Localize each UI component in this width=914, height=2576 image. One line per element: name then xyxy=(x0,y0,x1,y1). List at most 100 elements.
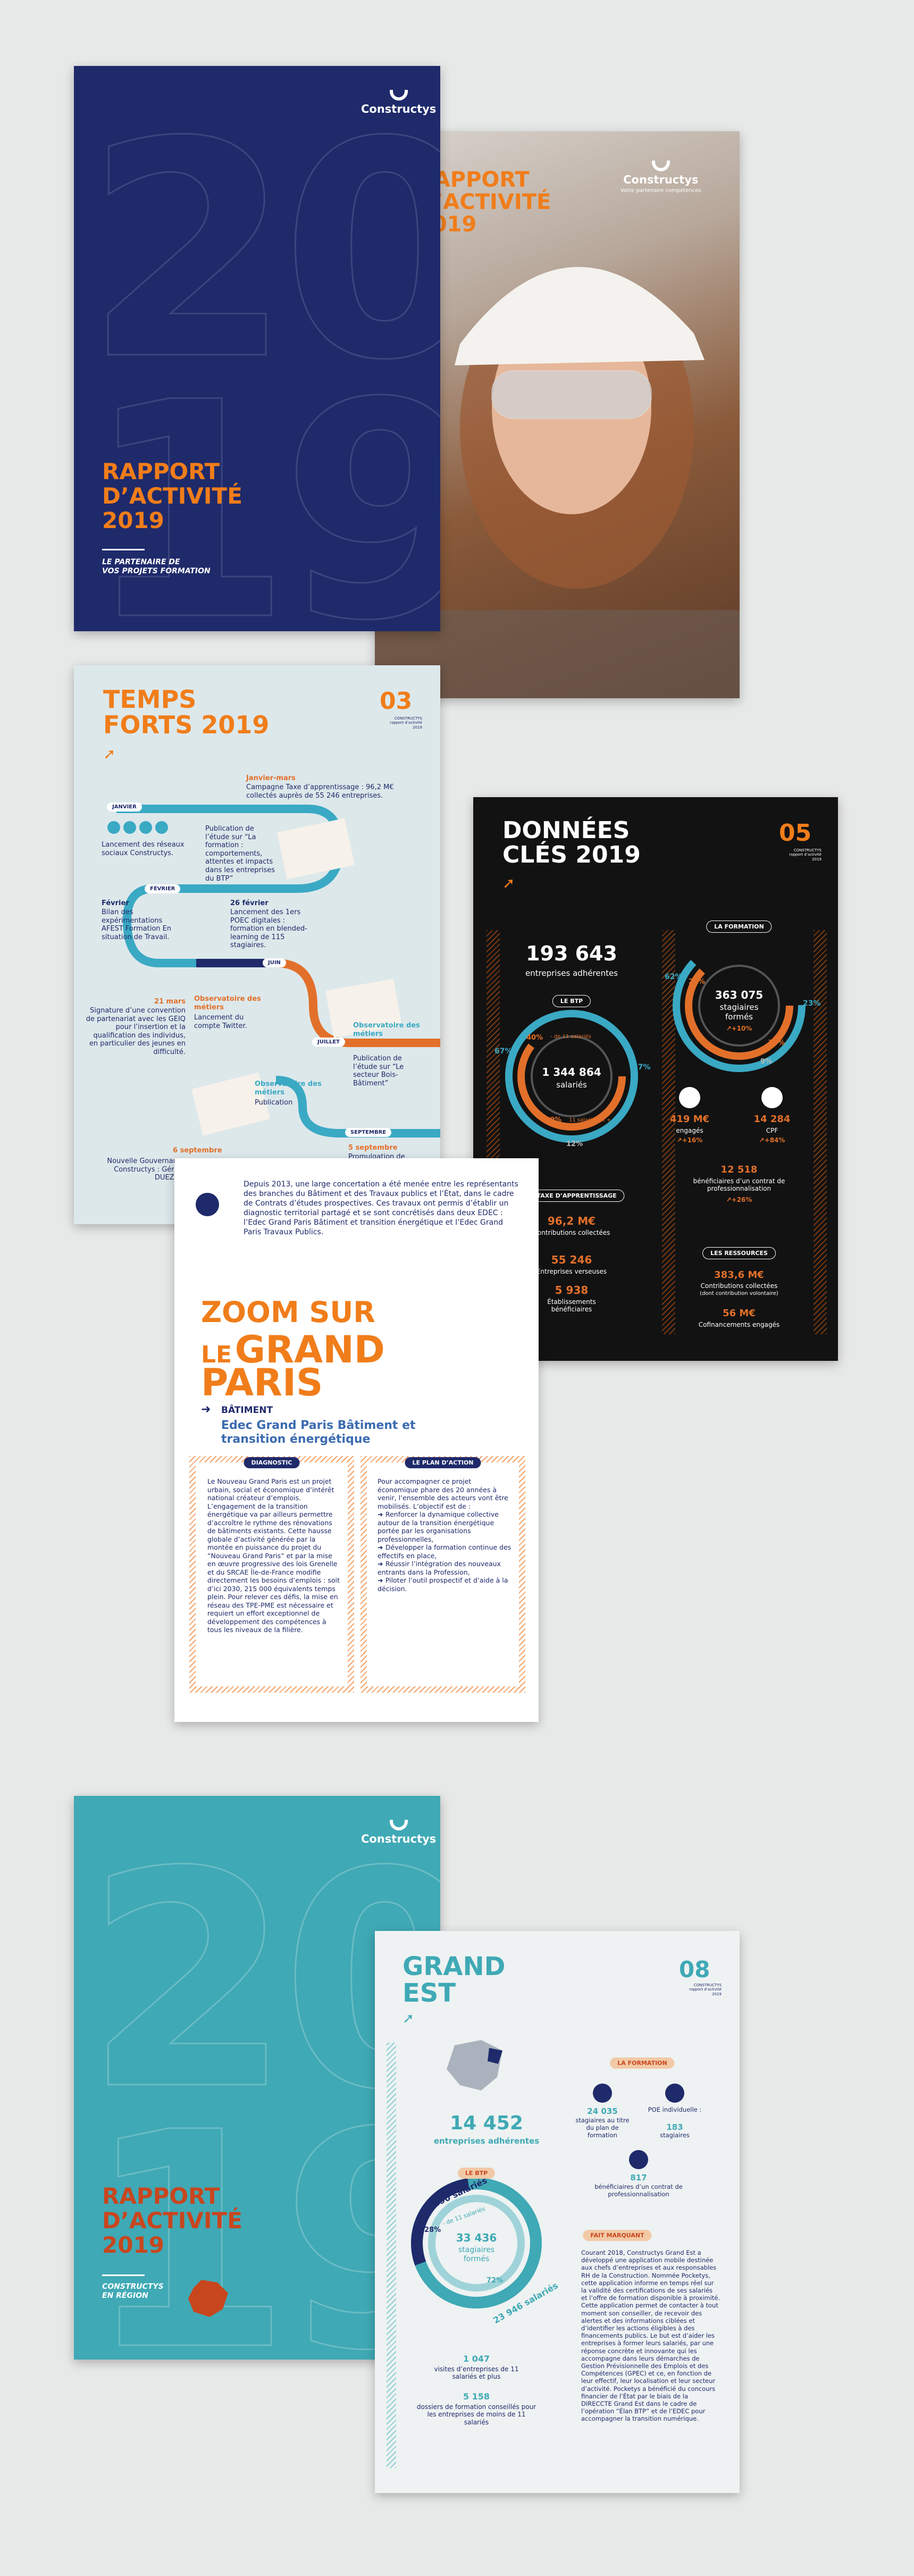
month: JUILLET xyxy=(312,1038,345,1047)
plan-intro: Pour accompagner ce projet économique ph… xyxy=(378,1477,508,1510)
stat-label: bénéficiaires d’un contrat de profession… xyxy=(693,1177,785,1193)
icon xyxy=(629,2150,648,2169)
ring xyxy=(517,1022,626,1131)
arrow: ➚ xyxy=(502,874,515,892)
decoration xyxy=(123,821,136,834)
stat-label: Contributions collectées xyxy=(700,1282,778,1290)
event-date: 5 septembre xyxy=(348,1144,398,1152)
ring-label: 12% xyxy=(566,1140,583,1148)
event-date: Observatoire des métiers xyxy=(255,1080,322,1097)
ring-value: 33 436 xyxy=(456,2231,497,2244)
stat-value: 183 xyxy=(666,2122,683,2132)
event-text: Publication de l’étude sur “La formation… xyxy=(205,825,275,883)
brochure xyxy=(325,978,402,1038)
stat-label: visites d’entreprises de 11 salariés et … xyxy=(434,2365,519,2381)
hatch xyxy=(814,930,827,1334)
page-number: 03 xyxy=(380,688,413,715)
event-date: Observatoire des métiers xyxy=(353,1022,420,1038)
ring-label: 23% xyxy=(803,999,821,1008)
event-text: Lancement des réseaux sociaux Constructy… xyxy=(102,841,185,857)
bullet-arrow: ➜ xyxy=(378,1510,385,1518)
region xyxy=(488,2048,502,2064)
hatch xyxy=(387,2043,396,2468)
body-text: Le Nouveau Grand Paris est un projet urb… xyxy=(207,1477,340,1634)
ring-label: 11 salariés et + xyxy=(569,1117,611,1123)
stat-label: POE individuelle : xyxy=(648,2106,702,2113)
month: JUIN xyxy=(263,958,286,967)
line: 2019 xyxy=(102,2232,164,2259)
subtitle: Edec Grand Paris Bâtiment et transition … xyxy=(221,1419,416,1446)
stat-value: 14 284 xyxy=(753,1114,791,1125)
page-title: TEMPS FORTS 2019 xyxy=(103,687,269,738)
rule xyxy=(102,2274,145,2276)
ring-label: 29% xyxy=(689,978,706,986)
arrow: ➚ xyxy=(403,2011,414,2027)
trend: ↗+26% xyxy=(726,1196,752,1203)
bullet: ➜ Piloter l’outil prospectif et d’aide à… xyxy=(378,1576,513,1593)
page-number: 05 xyxy=(779,819,812,847)
stat-label: stagiaires xyxy=(660,2131,690,2139)
icon xyxy=(761,1087,783,1108)
stat-label: engagés xyxy=(676,1127,703,1134)
pill: FAIT MARQUANT xyxy=(583,2230,652,2241)
icon xyxy=(196,1193,219,1216)
brand-name: Constructys xyxy=(361,103,437,115)
event-text: Publication xyxy=(255,1099,293,1107)
event-date: 26 février xyxy=(230,899,269,907)
line: CLÉS 2019 xyxy=(502,841,641,869)
event-text: Nouvelle Gouvernance Constructys : Gérar… xyxy=(107,1157,186,1182)
ring xyxy=(505,1010,638,1143)
brand-name: Constructys xyxy=(623,173,699,186)
helmet xyxy=(455,266,705,365)
bullet-text: Réussir l’intégration des nouveaux entra… xyxy=(378,1560,501,1576)
trend: ↗+16% xyxy=(676,1136,703,1144)
decoration xyxy=(139,821,152,834)
icon xyxy=(679,1087,700,1108)
tagline: CONSTRUCTYS EN RÉGION xyxy=(102,2282,164,2301)
ring-value: 1 344 864 xyxy=(542,1066,601,1078)
hatch xyxy=(662,930,675,1334)
line: LE PARTENAIRE DE xyxy=(102,558,180,566)
stat-label: entreprises adhérentes xyxy=(433,2136,540,2146)
bullet-text: Renforcer la dynamique collective autour… xyxy=(378,1510,499,1543)
stat-value: 14 452 xyxy=(450,2112,523,2134)
running-head: CONSTRUCTYS rapport d’activité 2019 xyxy=(689,1983,722,1996)
ring-label: 27% xyxy=(633,1063,651,1072)
ring-label: 67% xyxy=(494,1047,513,1056)
pill: LA FORMATION xyxy=(610,2058,675,2069)
map-shape xyxy=(188,2280,228,2317)
cover-title: RAPPORT D’ACTIVITÉ 2019 xyxy=(102,459,242,533)
logo-icon xyxy=(651,161,670,171)
event-text: Signature d’une convention de partenaria… xyxy=(86,1007,186,1056)
ring xyxy=(411,2178,542,2309)
arrow: ➚ xyxy=(103,745,116,763)
line: CONSTRUCTYS xyxy=(102,2282,164,2291)
ring xyxy=(685,951,793,1060)
ring-label: - de 11 salariés xyxy=(550,1034,591,1040)
logo-icon xyxy=(389,90,408,101)
bullet-arrow: ➜ xyxy=(378,1543,385,1551)
line: 2019 xyxy=(102,507,164,534)
bullet-arrow: ➜ xyxy=(378,1560,385,1568)
stat-value: 55 246 xyxy=(551,1253,592,1266)
stat-label: Entreprises verseuses xyxy=(536,1268,607,1275)
cover-navy: 20 19 Constructys RAPPORT D’ACTIVITÉ 201… xyxy=(74,66,440,631)
bullet: ➜ Renforcer la dynamique collective auto… xyxy=(378,1510,513,1543)
stat-label: Contributions collectées xyxy=(533,1229,610,1236)
stat-label: dossiers de formation conseillés pour le… xyxy=(416,2403,536,2426)
running-head: CONSTRUCTYS rapport d’activité 2019 xyxy=(390,716,422,730)
stat-value: 24 035 xyxy=(587,2106,618,2116)
event-date: Observatoire des métiers xyxy=(194,995,261,1011)
event-date: Janvier-mars xyxy=(246,774,296,782)
body-text: Pour accompagner ce projet économique ph… xyxy=(378,1477,513,1593)
line: RAPPORT xyxy=(102,458,220,484)
event-text: Lancement du compte Twitter. xyxy=(194,1014,247,1030)
ring xyxy=(531,1035,613,1117)
ring-label: 40% xyxy=(526,1034,543,1042)
france-map xyxy=(447,2040,502,2090)
stat-label: Cofinancements engagés xyxy=(698,1321,780,1328)
pill: LA FORMATION xyxy=(706,921,772,933)
title: LE GRAND xyxy=(201,1327,385,1372)
pill: LES RESSOURCES xyxy=(702,1247,776,1259)
ring xyxy=(428,2195,525,2291)
